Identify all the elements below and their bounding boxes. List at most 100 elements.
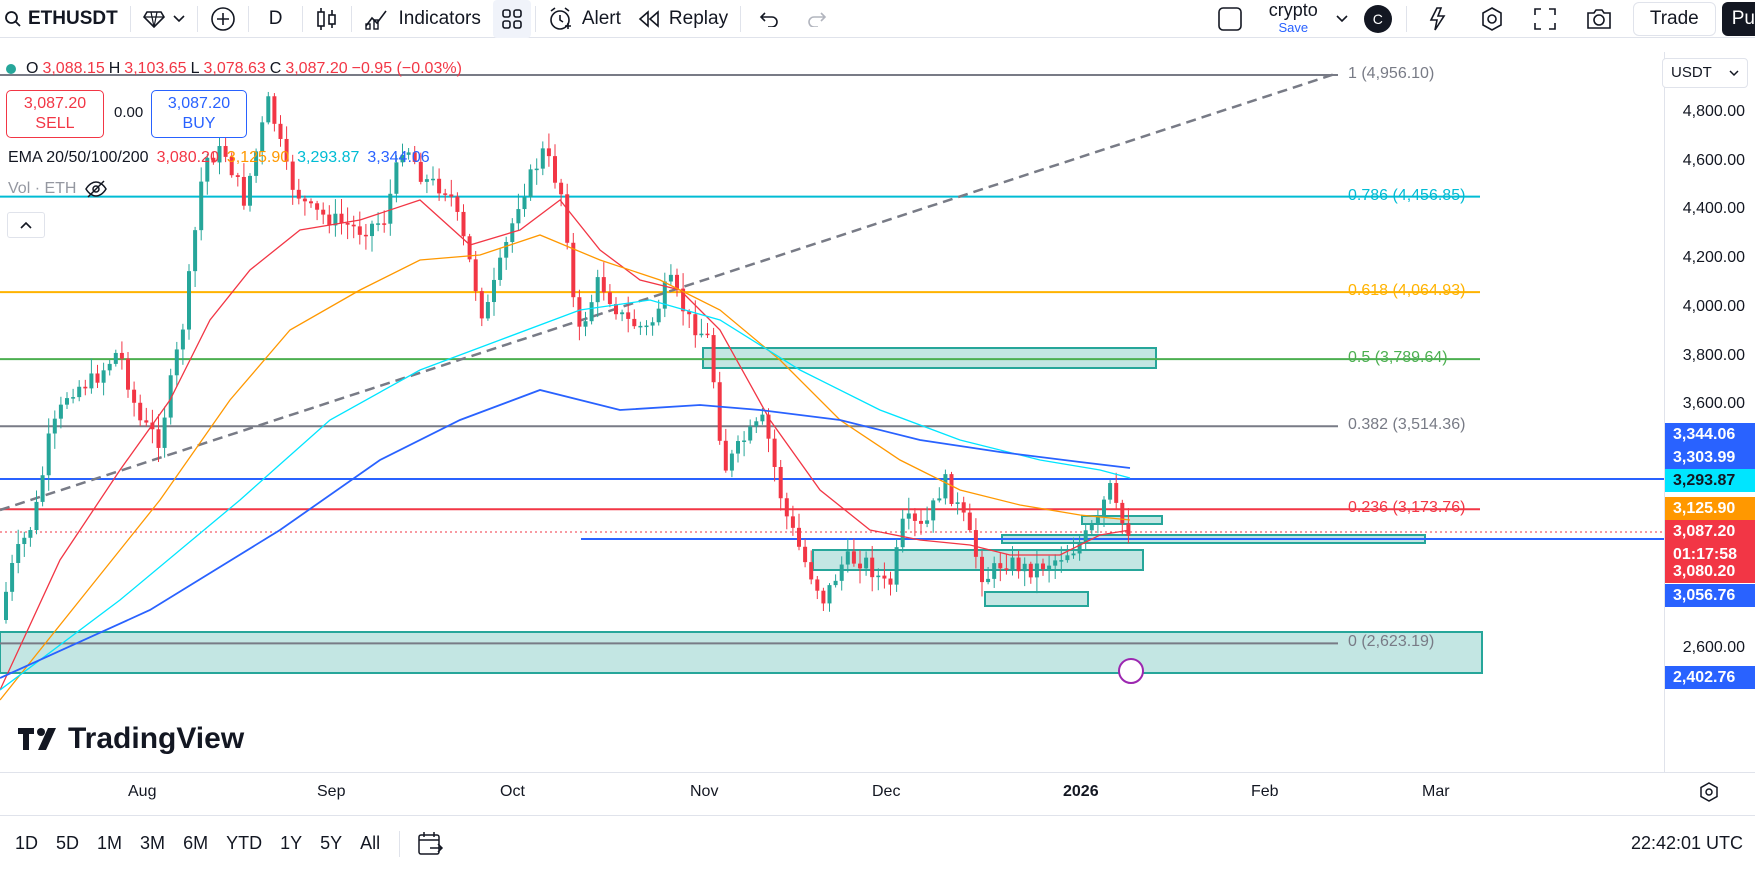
chevron-down-icon [1336, 14, 1348, 23]
user-avatar[interactable]: C [1354, 0, 1402, 38]
interval-button[interactable]: D [253, 0, 299, 38]
range-button-6m[interactable]: 6M [183, 833, 209, 853]
candle-body [778, 466, 783, 499]
chevron-up-icon [20, 221, 32, 229]
fib-level-label: 0.618 (4,064.93) [1348, 282, 1466, 300]
range-button-1m[interactable]: 1M [97, 833, 123, 853]
candle-body [925, 520, 930, 524]
price-tick-label: 4,600.00 [1682, 151, 1745, 169]
trade-button[interactable]: Trade [1632, 1, 1716, 36]
separator [129, 5, 131, 32]
candle-body [705, 333, 710, 336]
price-axis[interactable]: 4,800.00 4,600.00 4,400.00 4,200.00 4,000.00… [1664, 52, 1755, 772]
alert-button[interactable]: Alert [540, 0, 629, 38]
chart-type-button[interactable] [307, 0, 347, 38]
chart-pane[interactable] [0, 52, 1664, 772]
collapse-legend-button[interactable] [7, 212, 45, 238]
candle-body [412, 152, 417, 162]
currency-select[interactable]: USDT [1662, 58, 1748, 88]
plus-circle-icon [210, 6, 236, 32]
layout-toggle-button[interactable] [1203, 0, 1257, 38]
range-button-1d[interactable]: 1D [15, 833, 39, 853]
undo-button[interactable] [745, 0, 793, 38]
candle-body [498, 257, 503, 280]
redo-button[interactable] [793, 0, 841, 38]
candle-body [559, 182, 564, 195]
calendar-goto-icon[interactable] [416, 830, 444, 858]
candle-body [1059, 560, 1064, 562]
separator [247, 5, 249, 32]
price-chart[interactable] [0, 52, 1664, 772]
candle-body [333, 213, 338, 226]
zone-rectangle [984, 591, 1089, 607]
candle-body [113, 352, 118, 364]
low-value: 3,078.63 [203, 60, 266, 77]
layout-dropdown[interactable] [1330, 0, 1354, 38]
buy-button[interactable]: 3,087.20 BUY [151, 90, 247, 138]
utc-clock[interactable]: 22:42:01 UTC [1630, 833, 1743, 853]
ema-legend[interactable]: EMA 20/50/100/200 3,080.20 3,125.90 3,29… [8, 149, 430, 167]
candle-body [351, 224, 356, 227]
separator [1405, 5, 1407, 32]
tradingview-watermark: TradingView [8, 722, 253, 756]
eye-hidden-icon[interactable] [84, 180, 108, 198]
range-button-3m[interactable]: 3M [140, 833, 166, 853]
candle-body [961, 502, 966, 513]
candle-body [931, 500, 936, 521]
candle-body [150, 422, 155, 430]
layout-name-button[interactable]: crypto Save [1257, 0, 1330, 38]
candle-body [870, 557, 875, 578]
time-axis[interactable]: Aug Sep Oct Nov Dec 2026 Feb Mar [0, 772, 1755, 812]
candle-body [10, 562, 15, 592]
trade-label: Trade [1649, 7, 1699, 29]
settings-button[interactable] [1465, 0, 1519, 38]
candle-body [400, 154, 405, 163]
candle-body [754, 421, 759, 427]
axis-settings-icon[interactable] [1698, 781, 1720, 803]
ema-line-ema50 [0, 234, 1131, 701]
range-button-5d[interactable]: 5D [56, 833, 80, 853]
price-badge: 3,293.87 [1665, 469, 1755, 492]
candle-body [601, 277, 606, 293]
candle-body [119, 352, 124, 359]
candle-body [217, 146, 222, 163]
candle-body [821, 590, 826, 604]
range-button-1y[interactable]: 1Y [280, 833, 303, 853]
range-button-ytd[interactable]: YTD [226, 833, 263, 853]
templates-button[interactable] [492, 0, 531, 38]
candle-body [973, 530, 978, 557]
range-button-all[interactable]: All [360, 833, 381, 853]
candle-body [266, 96, 271, 123]
candle-body [1065, 555, 1070, 561]
candle-body [156, 429, 161, 448]
diamond-icon [142, 10, 165, 28]
candle-body [888, 578, 893, 585]
candle-body [52, 418, 57, 434]
volume-legend[interactable]: Vol · ETH [8, 180, 108, 198]
candle-body [803, 546, 808, 563]
candle-body [998, 563, 1003, 569]
separator [399, 830, 401, 857]
exchange-dropdown[interactable] [135, 0, 193, 38]
time-tick-label: 2026 [1063, 783, 1099, 800]
candle-body [699, 333, 704, 336]
ema200-value: 3,344.06 [367, 149, 430, 166]
range-button-5y[interactable]: 5Y [320, 833, 343, 853]
fullscreen-button[interactable] [1519, 0, 1571, 38]
replay-button[interactable]: Replay [629, 0, 736, 38]
candle-body [71, 397, 76, 399]
symbol-search-button[interactable]: ETHUSDT [0, 0, 126, 38]
quick-search-button[interactable] [1411, 0, 1465, 38]
compare-symbol-button[interactable] [202, 0, 244, 38]
high-label: H [108, 60, 121, 77]
indicators-button[interactable]: Indicators [356, 0, 488, 38]
trend-line [0, 71, 1339, 512]
price-tick-label: 2,600.00 [1682, 639, 1745, 656]
candle-body [229, 156, 234, 176]
sell-button[interactable]: 3,087.20 SELL [6, 90, 104, 138]
candle-body [406, 152, 411, 155]
separator [351, 5, 353, 32]
publish-button[interactable]: Pu [1721, 1, 1755, 36]
change-value: −0.95 (−0.03%) [351, 60, 462, 77]
snapshot-button[interactable] [1571, 0, 1627, 38]
